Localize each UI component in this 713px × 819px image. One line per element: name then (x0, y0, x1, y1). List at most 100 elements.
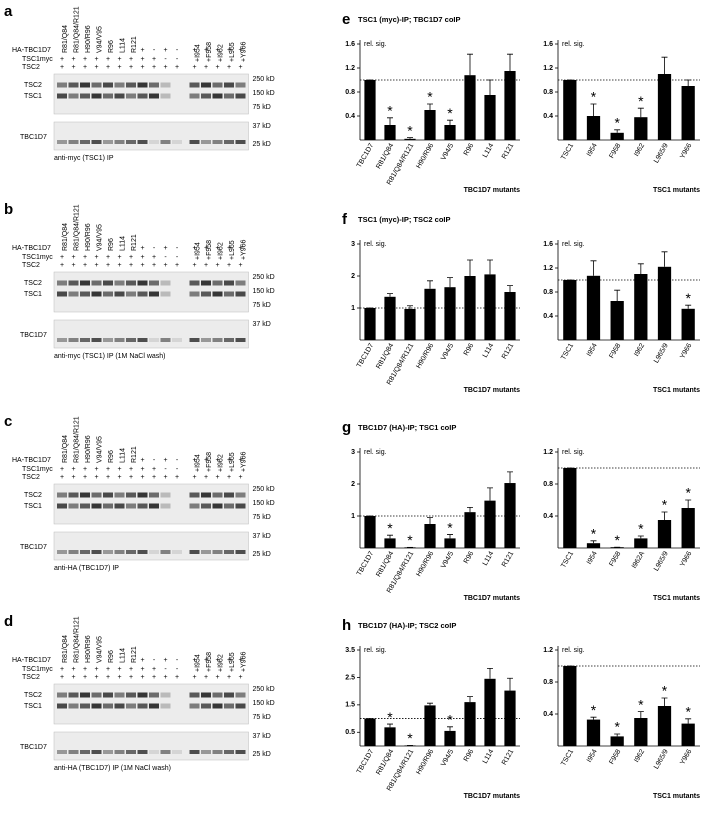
lane-symbol: - (153, 457, 156, 464)
band (91, 550, 102, 554)
band (160, 503, 171, 509)
bar (404, 138, 416, 140)
band (189, 492, 200, 498)
band (80, 338, 90, 342)
lane-label: +Y966 (240, 41, 247, 62)
chart-title: TSC1 (myc)-IP; TBC1D7 coIP (358, 15, 461, 24)
x-tick-label: I954 (586, 142, 599, 157)
band (57, 550, 67, 554)
band (224, 750, 234, 754)
lane-symbol: + (227, 64, 231, 71)
y-tick-label: 0.4 (543, 711, 553, 718)
y-tick-label: 0.4 (543, 113, 553, 120)
band (80, 280, 90, 286)
band (80, 750, 90, 754)
lane-symbol: + (215, 674, 219, 681)
band (224, 338, 234, 342)
lane-symbol: + (83, 674, 87, 681)
lane-label: +Y966 (240, 451, 247, 472)
y-axis-label: rel. sig. (562, 241, 585, 248)
lane-symbol: - (153, 657, 156, 664)
row-label: TSC1myc (22, 466, 53, 473)
x-tick-label: L965/9 (653, 748, 670, 770)
lane-symbol: + (163, 674, 167, 681)
lane-symbol: + (192, 47, 196, 54)
band (137, 280, 148, 286)
lane-symbol: + (227, 674, 231, 681)
band (212, 338, 223, 342)
band (103, 280, 113, 286)
band (103, 338, 113, 342)
lane-label: L114 (119, 236, 126, 251)
band (149, 492, 159, 498)
band (137, 550, 148, 554)
lane-symbol: - (164, 466, 167, 473)
band (201, 140, 211, 144)
error-bar (507, 471, 513, 484)
lane-label: +I962 (217, 44, 224, 62)
band (57, 750, 67, 754)
x-tick-label: Y966 (679, 342, 693, 360)
band (68, 492, 79, 498)
x-tick-label: I962 (633, 342, 646, 357)
lane-symbol: + (238, 474, 242, 481)
bar (424, 110, 436, 140)
caption: anti-myc (TSC1) IP (1M NaCl wash) (54, 353, 166, 360)
significance-star: * (387, 709, 393, 725)
panel-letter: h (342, 617, 351, 634)
error-bar (661, 251, 668, 267)
bar (424, 524, 436, 548)
band (114, 503, 125, 509)
lane-symbol: + (163, 474, 167, 481)
band (80, 93, 90, 99)
band (235, 492, 246, 498)
lane-label: H90/R96 (85, 223, 92, 251)
band-label: TBC1D7 (20, 544, 47, 551)
x-tick-label: L114 (482, 142, 496, 159)
band (57, 280, 67, 286)
error-bar (614, 733, 621, 737)
significance-star: * (685, 290, 691, 306)
y-tick-label: 1.2 (543, 265, 553, 272)
significance-star: * (685, 485, 691, 501)
bar (504, 292, 516, 340)
band (80, 692, 90, 698)
bar (586, 275, 601, 340)
significance-star: * (591, 702, 597, 718)
lane-symbol: - (176, 47, 179, 54)
significance-star: * (614, 532, 620, 548)
row-label: TSC2 (22, 474, 40, 481)
error-bar (487, 79, 493, 95)
band-label: TBC1D7 (20, 332, 47, 339)
error-bar (685, 718, 692, 724)
lane-symbol: + (192, 262, 196, 269)
lane-label: +L965 (229, 240, 236, 260)
lane-symbol: + (238, 262, 242, 269)
band (126, 703, 136, 709)
significance-star: * (638, 696, 644, 712)
error-bar (507, 285, 513, 292)
row-label: HA-TBC1D7 (12, 47, 51, 54)
lane-label: +I962 (217, 654, 224, 672)
x-tick-label: R81/Q84 (375, 550, 395, 578)
band (103, 291, 113, 297)
band (201, 703, 211, 709)
error-bar (590, 103, 597, 116)
lane-label: +I954 (194, 454, 201, 472)
significance-star: * (387, 520, 393, 536)
band (80, 82, 90, 88)
error-bar (661, 697, 668, 706)
significance-star: * (447, 519, 453, 535)
band (103, 703, 113, 709)
x-tick-label: TBC1D7 (356, 142, 376, 169)
bar (484, 95, 496, 140)
band (91, 503, 102, 509)
bar (464, 276, 476, 340)
lane-symbol: - (176, 254, 179, 261)
lane-label: L114 (119, 648, 126, 663)
lane-symbol: + (152, 666, 156, 673)
band (189, 503, 200, 509)
lane-symbol: + (204, 657, 208, 664)
x-tick-label: R96 (463, 142, 476, 157)
band (114, 703, 125, 709)
